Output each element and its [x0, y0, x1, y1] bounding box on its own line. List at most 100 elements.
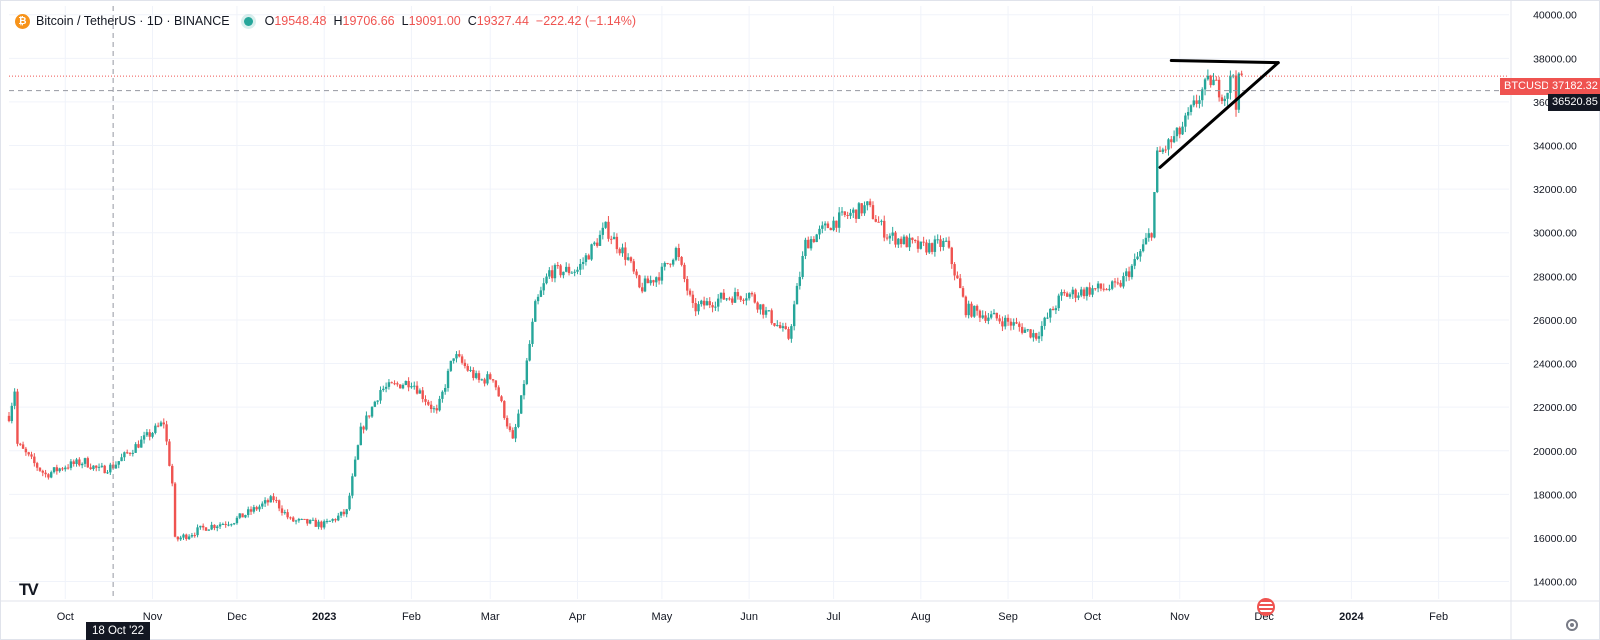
candle-body: [368, 415, 371, 417]
y-tick-label: 38000.00: [1533, 53, 1577, 65]
candle-body: [928, 243, 931, 253]
candle-body: [64, 467, 67, 470]
candle-body: [156, 425, 160, 427]
candle-body: [1150, 233, 1153, 238]
candle-body: [573, 271, 576, 273]
candle-body: [145, 432, 149, 436]
candle-body: [322, 521, 326, 528]
candle-body: [1198, 100, 1201, 104]
candle-body: [308, 519, 312, 524]
candle-body: [247, 509, 250, 515]
gear-icon[interactable]: [1566, 619, 1578, 631]
candle-body: [829, 228, 832, 231]
candle-body: [525, 360, 529, 384]
candle-body: [781, 326, 785, 329]
candle-body: [131, 452, 135, 454]
candle-body: [213, 524, 216, 529]
symbol-title[interactable]: Bitcoin / TetherUS · 1D · BINANCE: [36, 14, 230, 28]
candle-body: [1116, 282, 1120, 284]
candle-body: [854, 209, 858, 219]
candle-body: [587, 255, 590, 260]
candle-body: [576, 269, 579, 272]
candle-body: [911, 237, 914, 241]
candle-body: [624, 247, 627, 260]
candle-body: [199, 525, 202, 528]
candle-body: [1080, 289, 1083, 296]
candle-body: [61, 468, 64, 470]
candle-body: [1212, 79, 1215, 86]
candle-body: [601, 227, 605, 235]
symbol-price-tag: BTCUSDT: [1500, 78, 1560, 95]
candle-body: [716, 298, 720, 307]
candle-body: [331, 519, 334, 521]
candle-body: [1057, 295, 1060, 309]
candle-body: [494, 380, 498, 388]
candle-body: [89, 467, 92, 470]
candle-body: [1158, 150, 1162, 152]
candle-body: [989, 314, 993, 318]
candle-body: [1020, 326, 1024, 333]
candle-body: [58, 468, 61, 472]
candle-body: [584, 255, 588, 263]
candle-body: [92, 465, 95, 470]
candle-body: [1108, 288, 1111, 290]
candle-body: [171, 465, 174, 484]
candle-body: [238, 513, 241, 518]
candle-body: [936, 239, 939, 241]
candle-body: [421, 390, 424, 400]
candle-body: [669, 263, 672, 265]
candle-body: [916, 240, 920, 249]
candle-body: [162, 422, 165, 425]
candle-body: [472, 369, 475, 378]
candle-body: [1240, 73, 1243, 75]
candle-body: [559, 265, 562, 276]
candle-body: [266, 500, 270, 503]
candle-body: [75, 459, 78, 464]
candle-body: [1125, 271, 1128, 277]
candle-body: [286, 512, 289, 518]
candle-body: [809, 239, 813, 249]
x-tick-label: Apr: [569, 611, 586, 623]
ohlc-high: H19706.66: [333, 14, 395, 28]
candle-body: [1099, 283, 1103, 289]
candle-body: [815, 234, 818, 243]
candle-body: [1153, 192, 1156, 238]
y-tick-label: 20000.00: [1533, 446, 1577, 458]
candle-body: [466, 366, 469, 371]
candle-body: [33, 456, 36, 464]
candle-body: [52, 467, 56, 473]
candle-body: [277, 500, 281, 509]
candle-body: [987, 317, 990, 321]
candle-body: [384, 386, 388, 389]
candle-body: [790, 326, 793, 339]
candle-body: [154, 425, 157, 433]
trendline-drawing: [1158, 61, 1280, 169]
candle-body: [455, 354, 458, 359]
candle-body: [348, 495, 351, 510]
x-tick-label: Jul: [827, 611, 841, 623]
candle-body: [72, 461, 75, 464]
candle-body: [1049, 308, 1052, 318]
candle-body: [657, 277, 661, 281]
x-tick-label: 2024: [1339, 611, 1364, 623]
candle-body: [263, 500, 267, 504]
candle-body: [292, 517, 295, 522]
candle-body: [615, 236, 619, 250]
candle-body: [320, 521, 323, 528]
tradingview-logo[interactable]: TV: [19, 580, 39, 599]
candle-body: [376, 400, 379, 402]
candle-body: [804, 239, 807, 256]
candle-body: [646, 278, 650, 284]
candle-body: [359, 426, 362, 446]
candle-body: [83, 458, 87, 464]
us-flag-icon[interactable]: [1257, 598, 1275, 616]
y-tick-label: 40000.00: [1533, 10, 1577, 22]
candle-body: [1139, 251, 1142, 257]
candle-body: [441, 391, 444, 399]
candle-body: [449, 360, 453, 371]
candle-body: [857, 203, 861, 219]
candle-body: [469, 369, 472, 371]
candle-body: [500, 396, 503, 402]
